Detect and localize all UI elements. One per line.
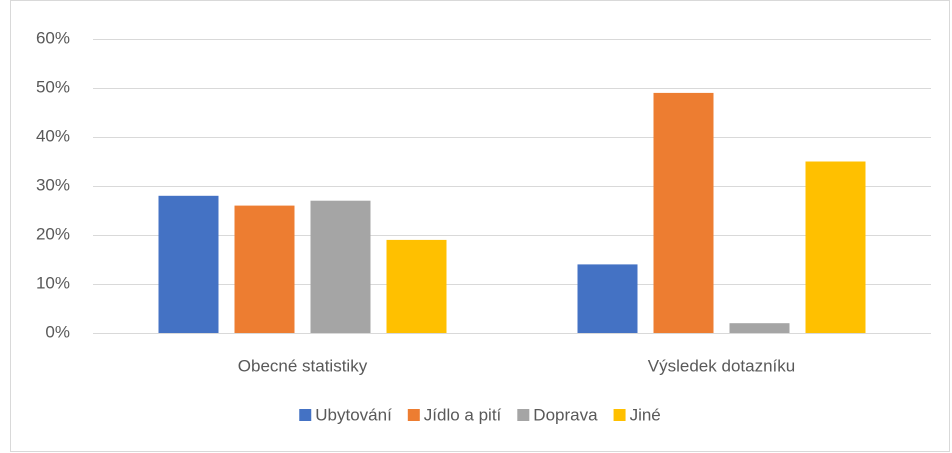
y-tick-label: 60% [36,28,70,47]
legend-label: Ubytování [315,405,392,424]
legend-swatch [517,409,530,421]
x-tick-label: Výsledek dotazníku [648,356,795,375]
y-tick-label: 10% [36,273,70,292]
bar [310,200,371,333]
y-tick-label: 50% [36,77,70,96]
legend-swatch [407,409,420,421]
legend-label: Jídlo a pití [424,405,502,424]
legend-label: Doprava [533,405,598,424]
bar [577,264,638,333]
y-tick-label: 20% [36,224,70,243]
legend-label: Jiné [630,405,661,424]
bar [729,323,790,333]
bar [158,195,219,333]
y-tick-label: 30% [36,175,70,194]
bar [386,239,447,333]
bar [653,92,714,334]
y-tick-label: 0% [45,322,70,341]
bar [805,161,866,333]
bar [234,205,295,333]
x-tick-label: Obecné statistiky [238,356,368,375]
y-tick-label: 40% [36,126,70,145]
legend-swatch [299,409,312,421]
legend-swatch [613,409,626,421]
